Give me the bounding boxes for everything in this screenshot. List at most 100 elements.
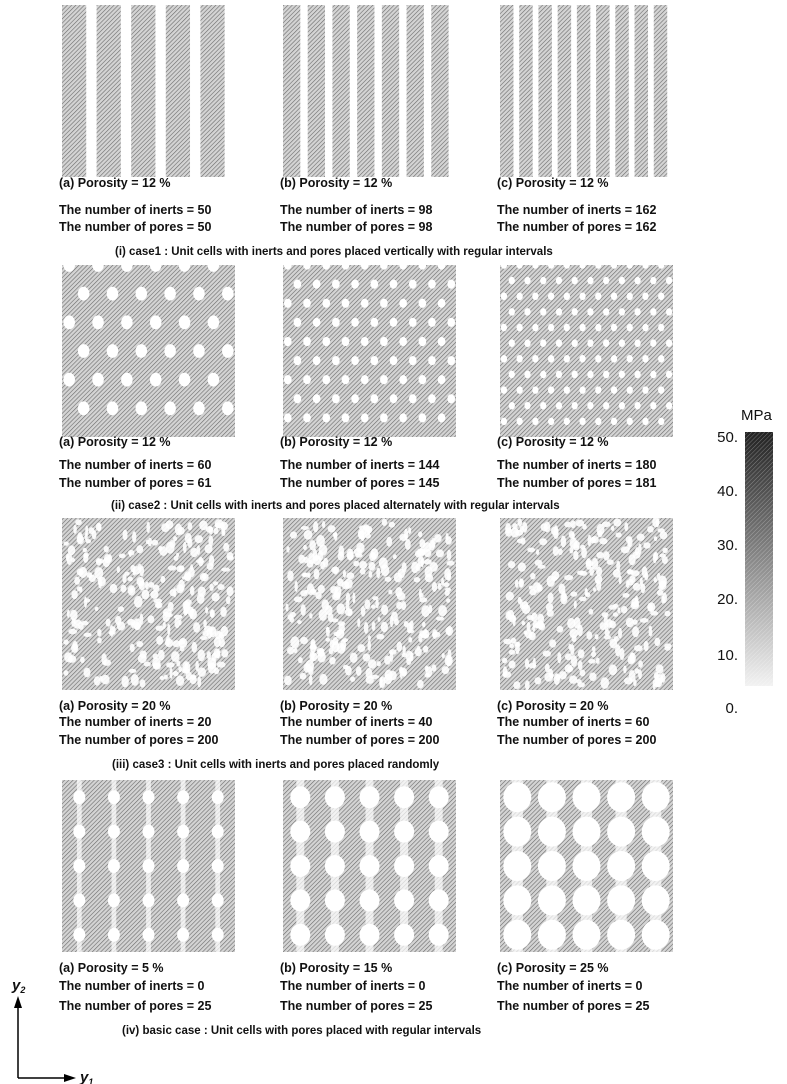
pore: [290, 636, 299, 648]
pore: [447, 394, 455, 403]
pore: [447, 279, 455, 288]
pore: [325, 821, 345, 843]
pore-stripe: [399, 5, 406, 177]
pore: [569, 675, 577, 683]
pore: [389, 649, 397, 655]
pore: [136, 641, 143, 647]
pore: [176, 553, 179, 557]
pore-stripe: [225, 5, 235, 177]
pore: [380, 299, 388, 308]
pore: [336, 603, 345, 614]
pore: [409, 318, 417, 327]
pore: [351, 279, 359, 288]
pore: [577, 570, 584, 575]
pore: [63, 258, 75, 272]
panel-caption: The number of inerts = 60: [59, 458, 212, 472]
pore: [164, 287, 176, 301]
pore: [330, 586, 338, 594]
pore: [166, 662, 175, 668]
pore: [638, 661, 643, 668]
pore: [303, 557, 308, 563]
pore: [540, 339, 546, 347]
pore: [390, 279, 398, 288]
pore: [294, 318, 302, 327]
pore: [117, 621, 125, 630]
pore: [595, 292, 601, 300]
pore: [423, 542, 432, 552]
panel-caption: The number of inerts = 40: [280, 715, 433, 729]
pore: [150, 373, 162, 387]
pore: [572, 277, 578, 285]
pore: [404, 529, 408, 540]
pore: [83, 668, 90, 678]
pore: [304, 530, 313, 540]
pore: [603, 339, 609, 347]
pore: [609, 621, 616, 628]
pore: [595, 418, 601, 426]
pore: [361, 299, 369, 308]
pore: [650, 308, 656, 316]
pore: [132, 531, 136, 542]
pore: [634, 339, 640, 347]
pore: [325, 637, 330, 641]
pore: [627, 324, 633, 332]
pore: [384, 674, 392, 685]
pore: [574, 541, 580, 548]
pore: [78, 287, 90, 301]
pore: [370, 356, 378, 365]
pore: [303, 545, 307, 550]
pore: [592, 558, 599, 570]
pore: [300, 604, 305, 616]
pore: [662, 556, 668, 564]
pore: [352, 592, 355, 603]
unit-cell-bg: [500, 5, 673, 177]
panel-caption: The number of pores = 200: [497, 733, 656, 747]
pore: [619, 308, 625, 316]
pore: [505, 611, 511, 620]
pore: [394, 889, 414, 911]
unit-cell: [500, 5, 673, 177]
pore: [556, 308, 562, 316]
pore: [332, 394, 340, 403]
pore: [121, 315, 133, 329]
pore: [92, 258, 104, 272]
pore: [503, 782, 531, 812]
pore: [129, 551, 132, 557]
pore: [360, 855, 380, 877]
panel-caption: The number of inerts = 180: [497, 458, 656, 472]
pore: [428, 605, 432, 614]
pore: [622, 593, 629, 598]
pore: [522, 604, 531, 614]
pore: [325, 889, 345, 911]
pore: [297, 620, 302, 624]
pore: [642, 324, 648, 332]
pore: [356, 666, 362, 676]
pore: [310, 588, 316, 593]
pore: [211, 593, 219, 602]
pore: [64, 542, 69, 546]
pore: [573, 885, 601, 915]
pore: [619, 402, 625, 410]
pore: [582, 524, 587, 530]
pore: [320, 561, 325, 569]
pore: [396, 602, 403, 610]
pore: [284, 375, 292, 384]
unit-cell: [62, 258, 235, 437]
pore: [212, 825, 224, 839]
pore: [300, 637, 308, 644]
pore: [634, 645, 643, 651]
pore: [502, 658, 507, 664]
pore: [615, 532, 621, 537]
pore: [371, 605, 376, 609]
pore: [64, 670, 69, 676]
pore: [509, 643, 514, 648]
unit-cell: [500, 517, 673, 691]
pore: [538, 920, 566, 950]
pore: [351, 394, 359, 403]
pore: [173, 671, 179, 676]
pore: [515, 579, 519, 588]
pore: [596, 552, 604, 559]
pore: [408, 637, 412, 643]
pore: [67, 610, 70, 618]
pore: [68, 629, 77, 635]
